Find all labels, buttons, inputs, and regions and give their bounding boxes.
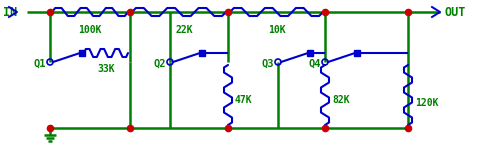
- Text: 22K: 22K: [175, 25, 193, 35]
- Text: OUT: OUT: [445, 7, 467, 20]
- Text: 10K: 10K: [268, 25, 285, 35]
- Text: 47K: 47K: [235, 95, 252, 105]
- Text: 82K: 82K: [332, 95, 350, 105]
- Text: Q3: Q3: [262, 59, 274, 69]
- Text: Q2: Q2: [154, 59, 167, 69]
- Text: IN: IN: [3, 7, 17, 20]
- Text: Q1: Q1: [34, 59, 46, 69]
- Text: Q4: Q4: [309, 59, 321, 69]
- Text: 120K: 120K: [415, 98, 438, 108]
- Text: 33K: 33K: [97, 64, 115, 74]
- Text: 100K: 100K: [78, 25, 102, 35]
